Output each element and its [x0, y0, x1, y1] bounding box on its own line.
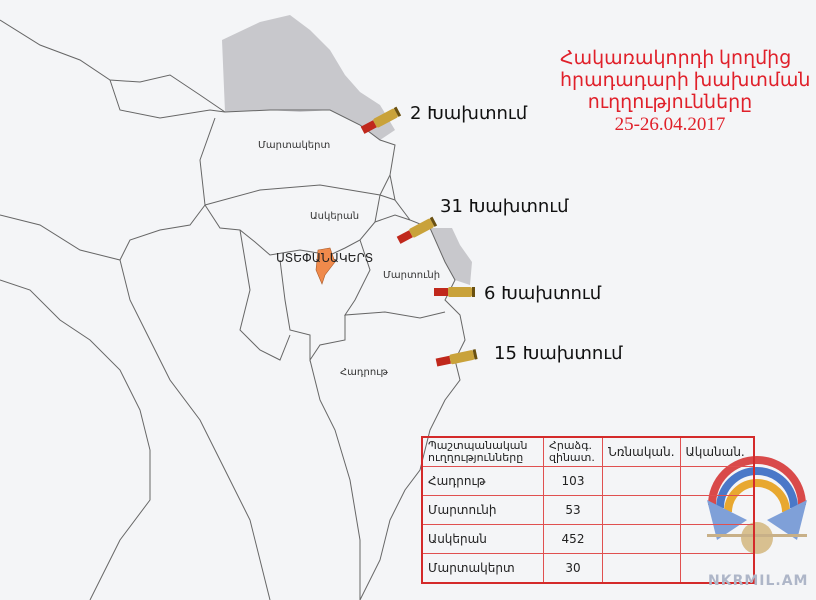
cell-small-arms: 452: [543, 524, 603, 554]
cell-direction: Մարտունի: [421, 495, 544, 525]
cell-direction: Ասկերան: [421, 524, 544, 554]
title-date: 25-26.04.2017: [614, 114, 726, 135]
title-line: հրադադարի խախտման: [560, 70, 811, 91]
violation-label: 31 Խախտում: [440, 196, 569, 217]
title-line: ուղղությունները: [587, 92, 753, 113]
cell-direction: Հադրութ: [421, 466, 544, 496]
rifle-cartridge-icon: [396, 216, 438, 244]
cell-small-arms: 53: [543, 495, 603, 525]
header-mortar: Ականան.: [679, 436, 755, 467]
cell-mortar: [679, 553, 755, 584]
city-label-stepanakert: ՍՏԵՓԱՆԱԿԵՐՏ: [276, 251, 374, 265]
region-label-askeran: Ասկերան: [310, 211, 360, 222]
occupied-zone-east: [430, 228, 472, 285]
region-label-martuni: Մարտունի: [383, 270, 441, 281]
occupied-zone-north: [222, 15, 395, 140]
stepanakert-city: [315, 247, 336, 285]
district-hadrut: [239, 229, 361, 600]
violation-label: 15 Խախտում: [494, 343, 623, 364]
region-label-hadrut: Հադրութ: [340, 367, 388, 378]
district-martakert: [0, 79, 226, 261]
violation-label: 6 Խախտում: [484, 283, 602, 304]
table-row: Մարտունի 53: [421, 495, 755, 525]
district-martuni: [344, 214, 446, 319]
cell-mortar: [679, 466, 755, 496]
cell-mortar: [679, 524, 755, 554]
cell-small-arms: 103: [543, 466, 603, 496]
region-label-martakert: Մարտակերտ: [258, 140, 331, 151]
header-small-arms: Հրաձգ. զինատ.: [543, 436, 603, 467]
violation-label: 2 Խախտում: [410, 103, 528, 124]
header-directions: Պաշտպանական ուղղությունները: [421, 436, 544, 467]
cell-grenade: [602, 466, 681, 496]
watermark: NKRMIL.AM: [708, 573, 809, 589]
cell-grenade: [602, 553, 681, 584]
table-row: Հադրութ 103: [421, 466, 755, 496]
rifle-cartridge-icon: [435, 349, 478, 367]
cell-small-arms: 30: [543, 553, 603, 584]
table-header-row: Պաշտպանական ուղղությունները Հրաձգ. զինատ…: [421, 436, 755, 467]
table-row: Ասկերան 452: [421, 524, 755, 554]
violations-table: Պաշտպանական ուղղությունները Հրաձգ. զինատ…: [421, 436, 755, 584]
district-shushi: [0, 259, 271, 600]
title-line: Հակառակորդի կողմից: [560, 48, 792, 69]
header-grenade: Նռնական.: [602, 436, 681, 467]
map-title: Հակառակորդի կողմից հրադադարի խախտման ուղ…: [560, 48, 811, 136]
rifle-cartridge-icon: [434, 287, 475, 297]
cell-direction: Մարտակերտ: [421, 553, 544, 584]
cell-grenade: [602, 495, 681, 525]
cell-grenade: [602, 524, 681, 554]
district-askeran: [204, 174, 396, 256]
cell-mortar: [679, 495, 755, 525]
table-row: Մարտակերտ 30: [421, 553, 755, 584]
rifle-cartridge-icon: [360, 106, 402, 134]
